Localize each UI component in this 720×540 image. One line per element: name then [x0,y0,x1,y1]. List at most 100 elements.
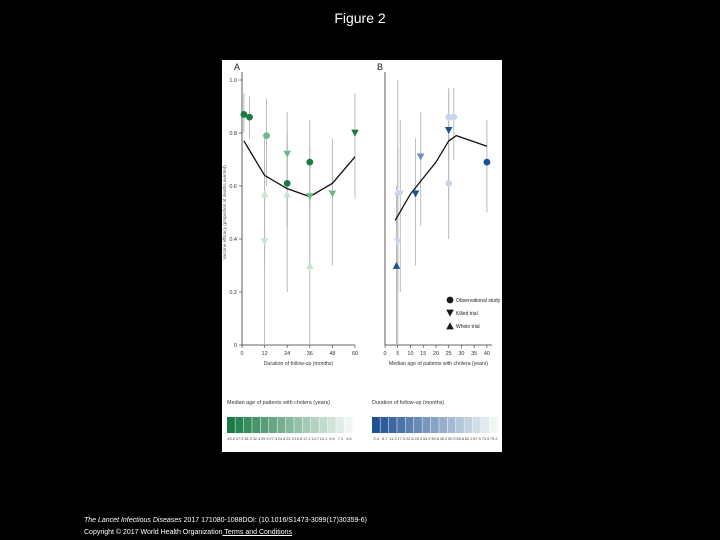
x-tick-label: 12 [262,351,268,357]
colorbar-cell [319,417,328,433]
data-point [283,150,291,158]
colorbar-tick-label: 0.0 [373,436,379,441]
y-tick-label: 0.4 [229,237,237,243]
colorbar-tick-label: 28.3 [414,436,422,441]
x-tick-label: 35 [471,351,477,357]
data-point [283,190,291,198]
colorbar-tick-label: 56.6 [456,436,464,441]
colorbar-tick-label: 34.9 [244,436,252,441]
colorbar-tick-label: 32.4 [253,436,261,441]
colorbar-cell [336,417,345,433]
colorbar-cell [422,417,431,433]
x-tick-label: 5 [396,351,399,357]
colorbar-cell [260,417,269,433]
y-tick-label: 1.0 [229,78,237,84]
colorbar-cell [372,417,380,433]
colorbar-tick-label: 17.2 [303,436,311,441]
colorbar-tick-label: 27.3 [269,436,277,441]
citation-detail: 2017 171080-1088DOI: (10.1016/S1473-3099… [181,517,367,524]
colorbar-tick-label: 17.0 [398,436,406,441]
colorbar-cell [294,417,303,433]
terms-link[interactable]: Terms and Conditions [222,529,293,536]
colorbar-cell [344,417,353,433]
data-point [283,179,291,187]
colorbar-tick-label: 79.2 [490,436,498,441]
colorbar-cell [447,417,456,433]
colorbar-title: Median age of patients with cholera (yea… [227,400,330,406]
legend-label: Whole trial [456,324,480,330]
colorbar-cell [439,417,448,433]
colorbar-cell [388,417,397,433]
y-tick-label: 0.8 [229,131,237,137]
x-axis-label: Median age of patients with cholera (yea… [389,361,488,367]
journal-name: The Lancet Infectious Diseases [84,517,182,524]
panel-label-b: B [377,62,383,72]
data-point [450,113,458,121]
figure-panel: A 0 12 24 36 48 60 Duration of follow-up (month… [222,60,502,452]
colorbar-b: Duration of follow-up (months) 0.0 5.7 11.3… [372,400,498,441]
colorbar-tick-label: 19.8 [295,436,303,441]
colorbar-tick-label: 14.7 [311,436,319,441]
page-title: Figure 2 [334,10,386,26]
colorbar-tick-label: 24.8 [278,436,286,441]
x-tick-label: 36 [307,351,313,357]
colorbar-tick-label: 12.1 [320,436,328,441]
colorbar-tick-label: 40.0 [227,436,235,441]
trend-line [394,134,488,221]
colorbar-cell [311,417,319,433]
colorbar-cell [269,417,277,433]
copyright-text: Copyright © 2017 World Health Organizati… [84,529,223,536]
colorbar-cell [380,417,389,433]
data-point [393,238,402,246]
data-point [445,113,453,121]
colorbar-tick-label: 22.6 [406,436,414,441]
data-point [445,179,453,187]
colorbar-tick-label: 62.2 [465,436,473,441]
colorbar-a: Median age of patients with cholera (yea… [227,400,353,441]
data-point [396,190,405,198]
data-point [260,238,269,246]
colorbar-tick-label: 39.6 [431,436,439,441]
chart-svg: A 0 12 24 36 48 60 Duration of follow-up (month… [222,62,501,441]
colorbar-cell [252,417,261,433]
colorbar-cell [277,417,286,433]
colorbar-cell [481,417,490,433]
x-tick-label: 0 [240,351,243,357]
copyright-line: Copyright © 2017 World Health Organizati… [84,527,367,539]
colorbar-cell [414,417,422,433]
colorbar-tick-label: 4.6 [346,436,351,441]
colorbar-tick-label: 5.7 [382,436,387,441]
colorbar-cell [430,417,439,433]
colorbar-cell [227,417,235,433]
panel-a: A 0 12 24 36 48 60 Duration of follow-up (month… [222,62,359,367]
x-tick-label: 0 [383,351,386,357]
legend-marker [446,296,454,304]
panel-label-a: A [234,62,240,72]
data-point [260,190,269,198]
y-tick-label: 0.6 [229,184,237,190]
colorbar-tick-label: 22.3 [286,436,294,441]
colorbar-tick-label: 11.3 [389,436,396,441]
data-point [444,126,453,134]
legend-label: Killed trial [456,311,478,317]
colorbar-tick-label: 7.1 [338,436,343,441]
data-point [351,129,359,137]
data-point [263,132,270,140]
x-tick-label: 24 [284,351,290,357]
x-tick-label: 48 [329,351,335,357]
data-point [392,261,401,269]
colorbar-tick-label: 37.5 [236,436,244,441]
colorbar-cell [464,417,473,433]
colorbar-cell [405,417,414,433]
data-point [306,193,314,201]
data-point [306,261,314,269]
colorbar-tick-label: 45.2 [440,436,448,441]
data-point [306,158,314,166]
colorbar-tick-label: 50.9 [448,436,456,441]
data-point [246,113,253,121]
colorbar-cell [489,417,498,433]
x-tick-label: 10 [407,351,413,357]
colorbar-cell [456,417,464,433]
colorbar-title: Duration of follow-up (months) [372,400,444,406]
x-tick-label: 25 [446,351,452,357]
